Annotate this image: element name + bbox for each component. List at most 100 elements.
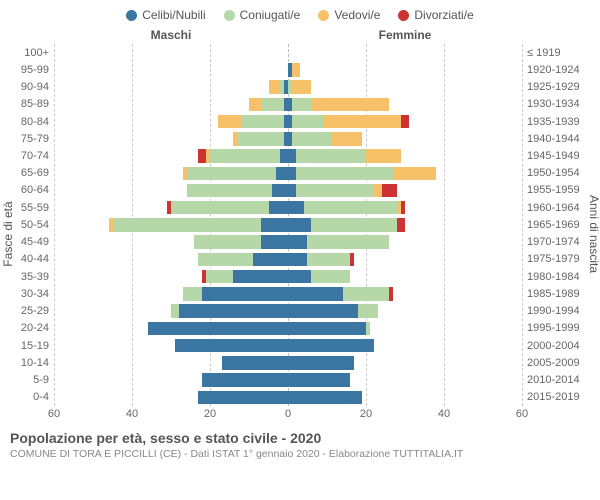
- bar-segment: [288, 356, 354, 369]
- bar-segment: [288, 149, 296, 162]
- age-row: 75-791940-1944: [10, 130, 590, 147]
- male-half: [54, 389, 288, 406]
- bar-stack: [54, 218, 288, 231]
- age-label: 35-39: [10, 268, 54, 285]
- bar-segment: [374, 184, 382, 197]
- bar-segment: [175, 339, 288, 352]
- bar-segment: [288, 287, 343, 300]
- male-half: [54, 78, 288, 95]
- bar-area: [54, 354, 522, 371]
- age-label: 25-29: [10, 303, 54, 320]
- bar-stack: [54, 132, 288, 145]
- bar-stack: [54, 253, 288, 266]
- bar-area: [54, 147, 522, 164]
- bar-stack: [54, 391, 288, 404]
- bar-stack: [288, 391, 522, 404]
- bar-stack: [54, 356, 288, 369]
- female-half: [288, 389, 522, 406]
- bar-segment: [288, 304, 358, 317]
- legend-label: Divorziati/e: [414, 8, 473, 22]
- age-label: 60-64: [10, 182, 54, 199]
- x-tick: 20: [360, 408, 372, 420]
- female-half: [288, 371, 522, 388]
- age-row: 35-391980-1984: [10, 268, 590, 285]
- bar-stack: [54, 270, 288, 283]
- birth-year-label: ≤ 1919: [522, 44, 590, 61]
- legend-label: Coniugati/e: [240, 8, 301, 22]
- bar-segment: [296, 167, 394, 180]
- bar-segment: [288, 253, 307, 266]
- birth-year-label: 1990-1994: [522, 303, 590, 320]
- bar-segment: [276, 167, 288, 180]
- bar-segment: [187, 184, 273, 197]
- age-label: 30-34: [10, 285, 54, 302]
- bar-segment: [210, 149, 280, 162]
- bar-segment: [253, 253, 288, 266]
- age-row: 15-192000-2004: [10, 337, 590, 354]
- age-row: 90-941925-1929: [10, 78, 590, 95]
- bar-segment: [218, 115, 241, 128]
- bar-segment: [311, 218, 397, 231]
- bar-stack: [288, 270, 522, 283]
- age-row: 85-891930-1934: [10, 96, 590, 113]
- female-half: [288, 199, 522, 216]
- bar-stack: [288, 132, 522, 145]
- bar-segment: [307, 253, 350, 266]
- bar-segment: [296, 184, 374, 197]
- bar-segment: [198, 253, 253, 266]
- age-label: 90-94: [10, 78, 54, 95]
- male-half: [54, 354, 288, 371]
- age-label: 15-19: [10, 337, 54, 354]
- bar-stack: [54, 235, 288, 248]
- bar-segment: [382, 184, 398, 197]
- gender-headers: Maschi Femmine: [10, 28, 590, 42]
- bar-segment: [183, 287, 202, 300]
- bar-segment: [311, 98, 389, 111]
- birth-year-label: 2005-2009: [522, 354, 590, 371]
- age-label: 75-79: [10, 130, 54, 147]
- bar-stack: [288, 339, 522, 352]
- age-row: 60-641955-1959: [10, 182, 590, 199]
- bar-area: [54, 44, 522, 61]
- bar-area: [54, 165, 522, 182]
- population-pyramid-chart: Celibi/NubiliConiugati/eVedovi/eDivorzia…: [0, 0, 600, 500]
- bar-stack: [288, 98, 522, 111]
- bar-segment: [288, 201, 304, 214]
- male-half: [54, 303, 288, 320]
- bar-stack: [54, 167, 288, 180]
- bar-area: [54, 216, 522, 233]
- bar-segment: [222, 356, 288, 369]
- bar-area: [54, 337, 522, 354]
- bar-segment: [171, 304, 179, 317]
- male-half: [54, 113, 288, 130]
- legend-item: Divorziati/e: [398, 8, 473, 22]
- female-half: [288, 147, 522, 164]
- x-tick: 60: [48, 408, 60, 420]
- legend-swatch: [126, 10, 137, 21]
- birth-year-label: 1985-1989: [522, 285, 590, 302]
- bar-segment: [397, 218, 405, 231]
- female-half: [288, 303, 522, 320]
- bar-segment: [249, 98, 261, 111]
- birth-year-label: 1965-1969: [522, 216, 590, 233]
- bar-segment: [401, 115, 409, 128]
- age-label: 100+: [10, 44, 54, 61]
- bar-segment: [358, 304, 377, 317]
- male-half: [54, 234, 288, 251]
- male-half: [54, 285, 288, 302]
- bar-segment: [292, 98, 311, 111]
- age-label: 10-14: [10, 354, 54, 371]
- bar-segment: [389, 287, 393, 300]
- bar-segment: [198, 391, 288, 404]
- male-half: [54, 96, 288, 113]
- bar-segment: [269, 201, 288, 214]
- age-row: 80-841935-1939: [10, 113, 590, 130]
- birth-year-label: 1945-1949: [522, 147, 590, 164]
- male-half: [54, 371, 288, 388]
- age-label: 65-69: [10, 165, 54, 182]
- bar-segment: [366, 322, 370, 335]
- bar-segment: [261, 98, 284, 111]
- male-half: [54, 44, 288, 61]
- bar-segment: [179, 304, 288, 317]
- age-label: 85-89: [10, 96, 54, 113]
